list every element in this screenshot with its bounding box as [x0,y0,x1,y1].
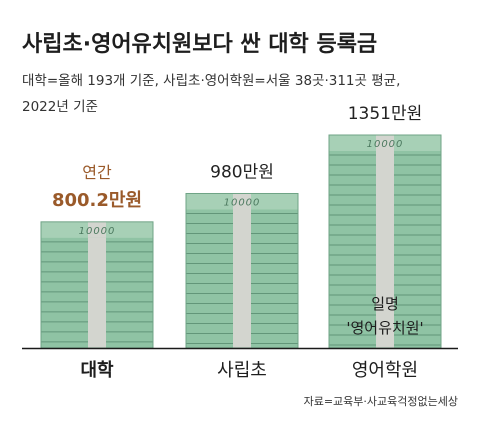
bill-band [376,143,394,348]
chart-title: 사립초·영어유치원보다 싼 대학 등록금 [22,32,378,57]
category-label: 영어학원 [352,360,418,381]
top-bill-band [233,193,251,210]
bar-university: 10000 [40,221,154,349]
bar-private-elementary: 10000 [185,192,299,349]
note-line2: '영어유치원' [346,319,423,337]
category-label: 대학 [80,359,114,381]
chart-subtitle-line2: 2022년 기준 [22,99,98,115]
value-label: 800.2만원 [52,190,142,211]
bill-denomination: 10000 [224,197,261,208]
value-label: 980만원 [210,162,274,182]
source-note: 자료=교육부·사교육걱정없는세상 [303,395,458,408]
category-label: 사립초 [217,360,267,381]
bill-band [88,229,106,348]
note-line1: 일명 [371,295,399,313]
top-bill-band [376,135,394,151]
value-label: 1351만원 [348,104,423,124]
bar-english-academy: 10000 [328,134,442,349]
chart-subtitle-line1: 대학=올해 193개 기준, 사립초·영어학원=서울 38곳·311곳 평균, [22,73,401,89]
value-prefix-label: 연간 [82,163,112,182]
bill-denomination: 10000 [79,226,116,237]
bill-band [233,201,251,348]
bill-denomination: 10000 [367,139,404,150]
top-bill-band [88,221,106,238]
